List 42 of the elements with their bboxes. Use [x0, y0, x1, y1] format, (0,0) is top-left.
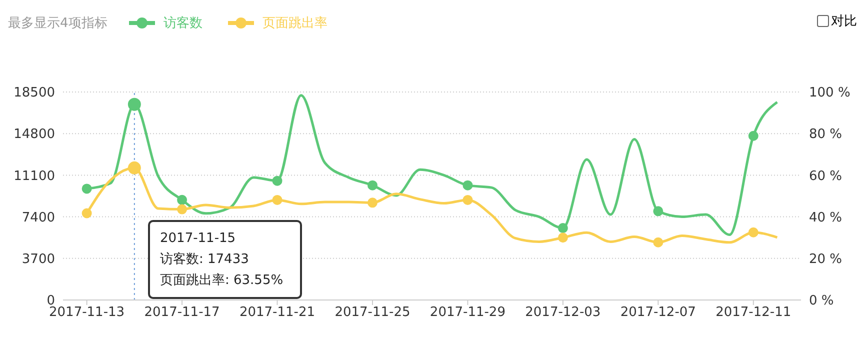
- y2-tick-label: 60 %: [809, 168, 842, 184]
- point: [272, 176, 282, 186]
- x-tick-label: 2017-12-11: [716, 305, 792, 320]
- point: [177, 204, 188, 214]
- y2-tick-label: 40 %: [809, 210, 842, 226]
- y2-tick-label: 0 %: [809, 294, 834, 309]
- x-tick-label: 2017-11-21: [239, 305, 316, 320]
- point: [653, 206, 664, 216]
- point: [748, 227, 758, 238]
- point: [367, 180, 378, 190]
- y-tick-label: 14800: [14, 127, 55, 142]
- x-tick-label: 2017-11-29: [430, 305, 506, 320]
- y2-tick-label: 80 %: [809, 127, 842, 142]
- y-tick-label: 18500: [14, 86, 55, 101]
- point: [367, 198, 378, 208]
- point: [462, 194, 473, 205]
- y-tick-label: 7400: [22, 210, 55, 226]
- legend-label: 页面跳出率: [261, 15, 328, 32]
- point: [272, 194, 282, 205]
- y2-tick-label: 100 %: [809, 86, 850, 101]
- point: [748, 130, 758, 141]
- y-tick-label: 11100: [14, 168, 55, 184]
- legend-label: 访客数: [162, 15, 202, 32]
- y2-tick-label: 20 %: [809, 252, 842, 268]
- x-tick-label: 2017-11-13: [49, 305, 125, 320]
- text: 最多显示4项指标: [8, 15, 108, 32]
- point: [82, 184, 92, 194]
- point: [653, 237, 664, 248]
- x-tick-label: 2017-12-03: [525, 305, 601, 320]
- x-tick-label: 2017-12-07: [620, 305, 696, 320]
- annotation: 2017-11-15: [160, 230, 237, 248]
- point: [82, 208, 92, 218]
- x-tick-label: 2017-11-17: [144, 305, 220, 320]
- x-tick-label: 2017-11-25: [334, 305, 410, 320]
- point: [558, 232, 568, 243]
- point: [462, 180, 473, 190]
- annotation: 访客数: 17433: [160, 251, 250, 269]
- annotation: 页面跳出率: 63.55%: [160, 272, 284, 290]
- y-tick-label: 3700: [22, 252, 55, 268]
- text: 对比: [831, 13, 857, 30]
- point: [177, 194, 188, 205]
- point: [558, 223, 568, 234]
